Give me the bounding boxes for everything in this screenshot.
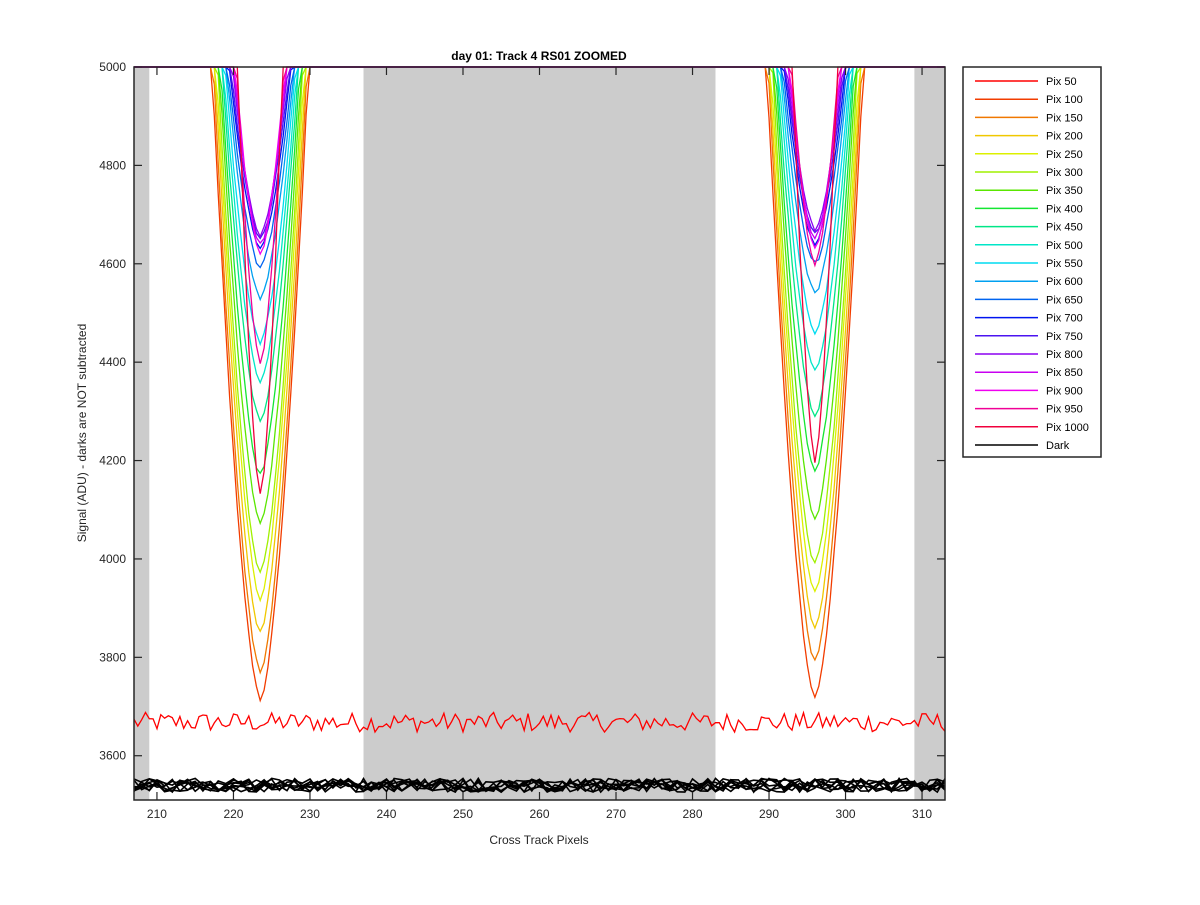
legend-label-pix-850: Pix 850 [1046,367,1083,379]
series-line-pix-50 [133,710,946,734]
legend-label-pix-450: Pix 450 [1046,222,1083,234]
legend-label-pix-600: Pix 600 [1046,276,1083,288]
y-tick-label-4200: 4200 [99,454,126,468]
x-axis-label: Cross Track Pixels [489,833,588,847]
y-tick-label-3600: 3600 [99,749,126,763]
x-tick-label-260: 260 [529,807,549,821]
x-tick-label-270: 270 [606,807,626,821]
legend-label-pix-750: Pix 750 [1046,331,1083,343]
legend-label-pix-400: Pix 400 [1046,203,1083,215]
legend-label-pix-800: Pix 800 [1046,349,1083,361]
legend-label-pix-50: Pix 50 [1046,76,1077,88]
chart-title: day 01: Track 4 RS01 ZOOMED [451,49,627,63]
x-tick-label-280: 280 [683,807,703,821]
legend-label-pix-550: Pix 550 [1046,258,1083,270]
x-tick-label-210: 210 [147,807,167,821]
y-tick-label-4400: 4400 [99,355,126,369]
y-tick-label-4000: 4000 [99,552,126,566]
y-axis: 3600 3800 4000 4200 4400 4600 4800 5000 [99,60,945,763]
legend-label-pix-350: Pix 350 [1046,185,1083,197]
x-tick-label-310: 310 [912,807,932,821]
shaded-regions [134,67,945,800]
x-tick-label-240: 240 [376,807,396,821]
legend-box [962,66,1102,458]
legend-label-dark: Dark [1046,440,1070,452]
x-tick-label-220: 220 [223,807,243,821]
x-tick-label-300: 300 [836,807,856,821]
y-tick-label-3800: 3800 [99,650,126,664]
legend-label-pix-200: Pix 200 [1046,131,1083,143]
y-axis-label: Signal (ADU) - darks are NOT subtracted [75,324,89,543]
legend-label-pix-100: Pix 100 [1046,94,1083,106]
legend-label-pix-300: Pix 300 [1046,167,1083,179]
legend: Pix 50 Pix 100 Pix 150 Pix 200 Pix 250 Pix 30… [962,66,1102,458]
x-tick-label-250: 250 [453,807,473,821]
y-tick-label-4800: 4800 [99,158,126,172]
legend-label-pix-1000: Pix 1000 [1046,422,1089,434]
y-tick-label-5000: 5000 [99,60,126,74]
series-line-dark-7 [133,777,946,794]
legend-label-pix-700: Pix 700 [1046,313,1083,325]
shaded-region-0 [134,67,150,800]
shaded-region-2 [914,67,945,800]
legend-label-pix-500: Pix 500 [1046,240,1083,252]
x-tick-label-290: 290 [759,807,779,821]
legend-label-pix-900: Pix 900 [1046,385,1083,397]
x-axis: 210 220 230 240 250 260 270 280 290 300 310 [147,67,932,821]
legend-label-pix-650: Pix 650 [1046,294,1083,306]
legend-label-pix-150: Pix 150 [1046,112,1083,124]
y-tick-label-4600: 4600 [99,257,126,271]
series-lines [133,66,946,794]
legend-label-pix-250: Pix 250 [1046,149,1083,161]
x-tick-label-230: 230 [300,807,320,821]
shaded-region-1 [363,67,716,800]
legend-label-pix-950: Pix 950 [1046,404,1083,416]
